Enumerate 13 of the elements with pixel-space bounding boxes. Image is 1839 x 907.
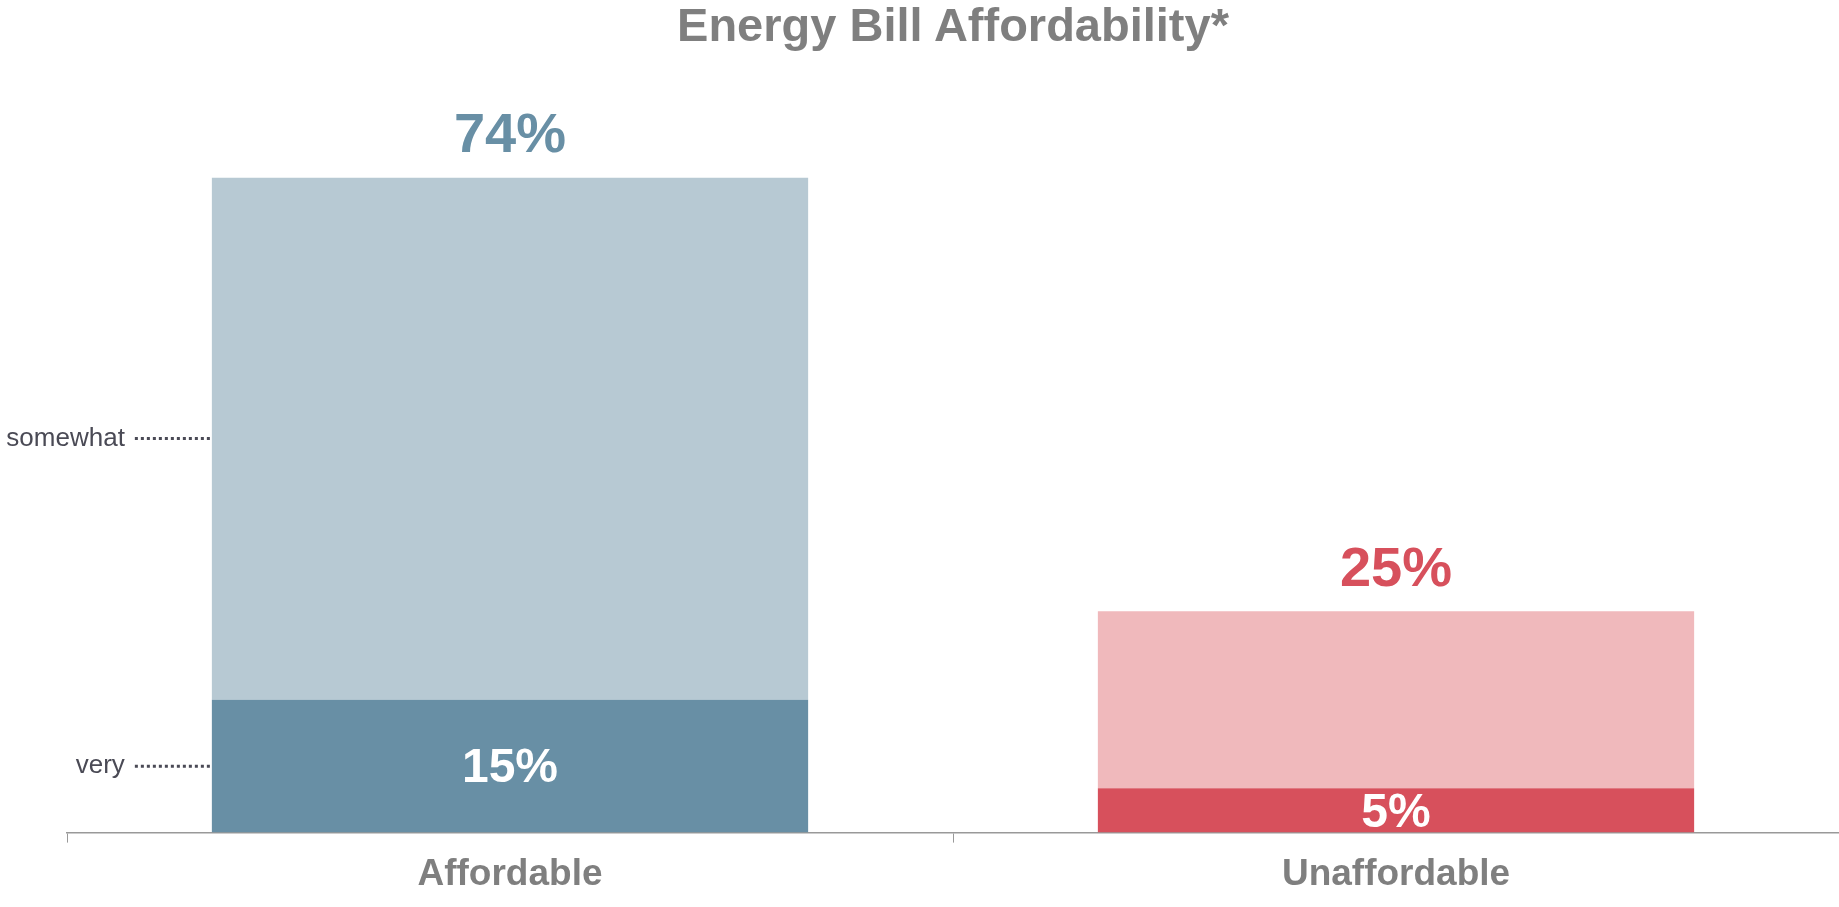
data-label: 5% xyxy=(1361,783,1431,837)
bar xyxy=(1097,788,1695,833)
text: very xyxy=(75,749,125,780)
total-label: 74% xyxy=(453,100,567,164)
bar xyxy=(211,699,809,833)
x-tick-label: Affordable xyxy=(417,852,603,893)
text: somewhat xyxy=(6,421,126,452)
x-tick-label: Unaffordable xyxy=(1281,852,1511,893)
chart-title: Energy Bill Affordability* xyxy=(677,0,1230,52)
bar xyxy=(211,177,809,700)
data-label: 15% xyxy=(461,739,559,793)
bar xyxy=(1097,611,1695,789)
total-label: 25% xyxy=(1339,534,1453,598)
